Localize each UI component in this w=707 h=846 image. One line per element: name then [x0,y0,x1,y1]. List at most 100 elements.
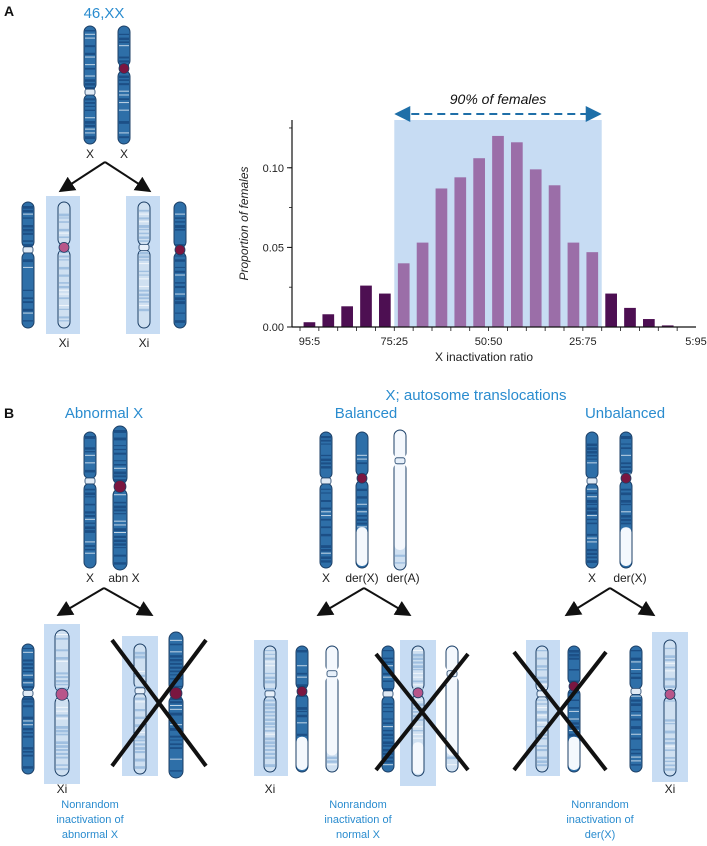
unbalanced-arrow-left [564,587,611,617]
abnormal-cross-mark [110,638,208,768]
y-tick-label: 0.00 [263,322,284,334]
unbalanced-derx-label: der(X) [613,571,646,585]
bar [341,306,353,327]
abnormal-arrow-right [103,587,154,616]
balanced-note-line-3: normal X [336,829,381,841]
bar [360,285,372,327]
bar [473,158,485,327]
unbalanced-group-der-x [619,431,633,569]
abnormal-arrow-left [56,587,105,617]
bar [397,263,410,327]
balanced-group-der-a [393,429,407,571]
unbalanced-heading: Unbalanced [585,405,665,422]
unbalanced-note: Nonrandom inactivation of der(X) [566,799,634,841]
inactive-x-left [57,201,71,329]
unbalanced-x-label: X [588,571,596,585]
balanced-group-x [319,431,333,569]
unbalanced-xi-label: Xi [665,782,676,796]
balanced-note: Nonrandom inactivation of normal X [324,799,392,841]
abnormal-active-x [21,643,35,775]
panel-a-letter: A [4,3,14,19]
y-tick-label: 0.05 [263,242,284,254]
balanced-note-line-1: Nonrandom [329,799,386,811]
abnormal-note-line-2: inactivation of [56,814,124,826]
abnormal-group-abn-x [112,425,128,571]
x-chromosome-1 [83,25,97,145]
balanced-arrow-right [363,587,412,617]
x-chromosome-2 [117,25,131,145]
abnormal-normal-x [133,643,147,775]
balanced-der-a-1 [325,645,339,773]
x-tick-label: 50:50 [475,336,503,348]
unbalanced-note-line-3: der(X) [585,829,616,841]
balanced-active-der-x [295,645,309,773]
y-axis-title: Proportion of females [237,166,251,280]
x-inactivation-chart: 90% of females 0.00 0.05 0.10 95:5 75:25 50:50… [237,91,707,364]
active-x-left [21,201,35,329]
balanced-arrow-left [316,587,365,617]
balanced-dera-label: der(A) [386,571,419,585]
unbalanced-note-line-1: Nonrandom [571,799,628,811]
bar [567,242,580,327]
unbalanced-cross-mark [512,650,608,772]
unbalanced-inactive-x [535,645,549,773]
x-tick-label: 25:75 [569,336,597,348]
panel-b-letter: B [4,405,14,421]
bar [548,185,561,327]
balanced-inactive-x [263,645,277,773]
unbalanced-arrow-right [609,587,656,617]
abnormal-xi-label: Xi [57,782,68,796]
x-label-1: X [86,147,94,161]
x-label-2: X [120,147,128,161]
abnormal-group-x [83,431,97,569]
abnormal-x-label: X [86,571,94,585]
balanced-note-line-2: inactivation of [324,814,392,826]
abnormal-note-line-1: Nonrandom [61,799,118,811]
arrow-right [104,161,152,193]
bar [586,252,599,327]
xi-label-left: Xi [59,336,70,350]
unbalanced-inactive-der-x [663,639,677,777]
active-x-right [173,201,187,329]
translocations-heading: X; autosome translocations [386,387,567,404]
bar [379,293,391,327]
bar [624,307,636,327]
abnormal-inactive-abn-x [54,629,70,777]
panel-b-daughter-cells [21,624,688,786]
arrow-left [58,161,106,193]
ninety-percent-label: 90% of females [450,91,547,107]
unbalanced-note-line-2: inactivation of [566,814,634,826]
karyotype-label: 46,XX [84,5,125,22]
abnormal-x-heading: Abnormal X [65,405,143,422]
abnormal-note-line-3: abnormal X [62,829,119,841]
panel-a-parent-chromosomes [83,25,131,145]
bar [454,177,467,327]
unbalanced-group-x [585,431,599,569]
x-tick-label: 5:95 [685,336,706,348]
balanced-x-label: X [322,571,330,585]
abnormal-note: Nonrandom inactivation of abnormal X [56,799,124,841]
bar [416,242,429,327]
panel-a-daughter-cells [21,196,187,334]
bar [643,319,655,327]
x-axis-title: X inactivation ratio [435,350,533,364]
bar [511,142,523,327]
y-tick-label: 0.10 [263,163,284,175]
x-tick-label: 75:25 [381,336,409,348]
balanced-group-der-x [355,431,369,569]
balanced-derx-label: der(X) [345,571,378,585]
abnormal-abnx-label: abn X [108,571,139,585]
abnormal-abn-x-active [168,631,184,779]
panel-b-parent-chromosomes [83,425,633,571]
balanced-xi-label: Xi [265,782,276,796]
bar [322,314,335,327]
bar [303,322,316,327]
bar [435,188,448,327]
unbalanced-active-der-x [567,645,581,773]
balanced-heading: Balanced [335,405,398,422]
bar [492,135,504,327]
bar [605,293,617,327]
x-tick-label: 95:5 [299,336,320,348]
inactive-x-right [137,201,151,329]
